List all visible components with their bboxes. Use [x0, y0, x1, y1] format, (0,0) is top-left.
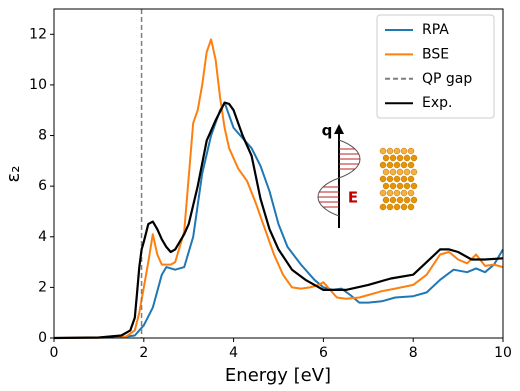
atom	[400, 147, 408, 155]
inset-label: E	[348, 189, 358, 207]
x-tick-label: 2	[139, 345, 148, 361]
atom	[396, 154, 404, 162]
atom	[396, 182, 404, 190]
atom	[379, 189, 387, 197]
atom	[407, 147, 415, 155]
atom	[407, 175, 415, 183]
atom	[389, 182, 397, 190]
atom	[393, 161, 401, 169]
atom	[379, 147, 387, 155]
y-tick-label: 4	[38, 229, 47, 245]
atom	[382, 182, 390, 190]
atom	[386, 189, 394, 197]
y-tick-label: 12	[29, 26, 47, 42]
atom	[389, 196, 397, 204]
atom	[379, 175, 387, 183]
series-line	[53, 101, 504, 340]
atom	[396, 168, 404, 176]
atom	[407, 161, 415, 169]
atom	[400, 161, 408, 169]
atom	[403, 168, 411, 176]
atom	[393, 189, 401, 197]
inset-arrowhead	[334, 124, 344, 134]
inset-crystal	[379, 147, 418, 211]
atom	[410, 154, 418, 162]
atom	[410, 168, 418, 176]
inset-wave	[317, 139, 361, 217]
atom	[400, 203, 408, 211]
plot-frame	[53, 8, 504, 339]
atom	[382, 154, 390, 162]
atom	[396, 196, 404, 204]
legend-label: BSE	[422, 46, 449, 62]
series-line	[53, 101, 504, 339]
y-axis-label: ε₂	[3, 166, 24, 183]
inset	[317, 124, 418, 228]
y-tick-label: 10	[29, 77, 47, 93]
atom	[410, 182, 418, 190]
atom	[382, 168, 390, 176]
atom	[393, 203, 401, 211]
atom	[386, 175, 394, 183]
y-tick-label: 0	[38, 330, 47, 346]
atom	[400, 175, 408, 183]
atom	[410, 196, 418, 204]
atom	[393, 147, 401, 155]
x-axis-label: Energy [eV]	[225, 365, 331, 386]
y-tick-label: 2	[38, 279, 47, 295]
series-line	[53, 38, 504, 339]
atom	[393, 175, 401, 183]
legend-label: Exp.	[422, 95, 452, 111]
atom	[386, 161, 394, 169]
legend-label: RPA	[422, 22, 449, 38]
atom	[389, 154, 397, 162]
y-tick-label: 6	[38, 178, 47, 194]
atom	[407, 203, 415, 211]
atom	[403, 196, 411, 204]
atom	[403, 154, 411, 162]
atom	[379, 161, 387, 169]
legend-box	[376, 14, 495, 119]
inset-field	[318, 148, 360, 208]
atom	[403, 182, 411, 190]
inset-label: q	[322, 122, 333, 140]
atom	[386, 203, 394, 211]
x-tick-label: 8	[409, 345, 418, 361]
x-tick-label: 6	[319, 345, 328, 361]
atom	[386, 147, 394, 155]
x-tick-label: 10	[494, 345, 512, 361]
x-tick-label: 0	[50, 345, 59, 361]
atom	[382, 196, 390, 204]
legend-label: QP gap	[422, 71, 472, 87]
atom	[389, 168, 397, 176]
atom	[379, 203, 387, 211]
y-tick-label: 8	[38, 128, 47, 144]
atom	[400, 189, 408, 197]
atom	[407, 189, 415, 197]
x-tick-label: 4	[229, 345, 238, 361]
